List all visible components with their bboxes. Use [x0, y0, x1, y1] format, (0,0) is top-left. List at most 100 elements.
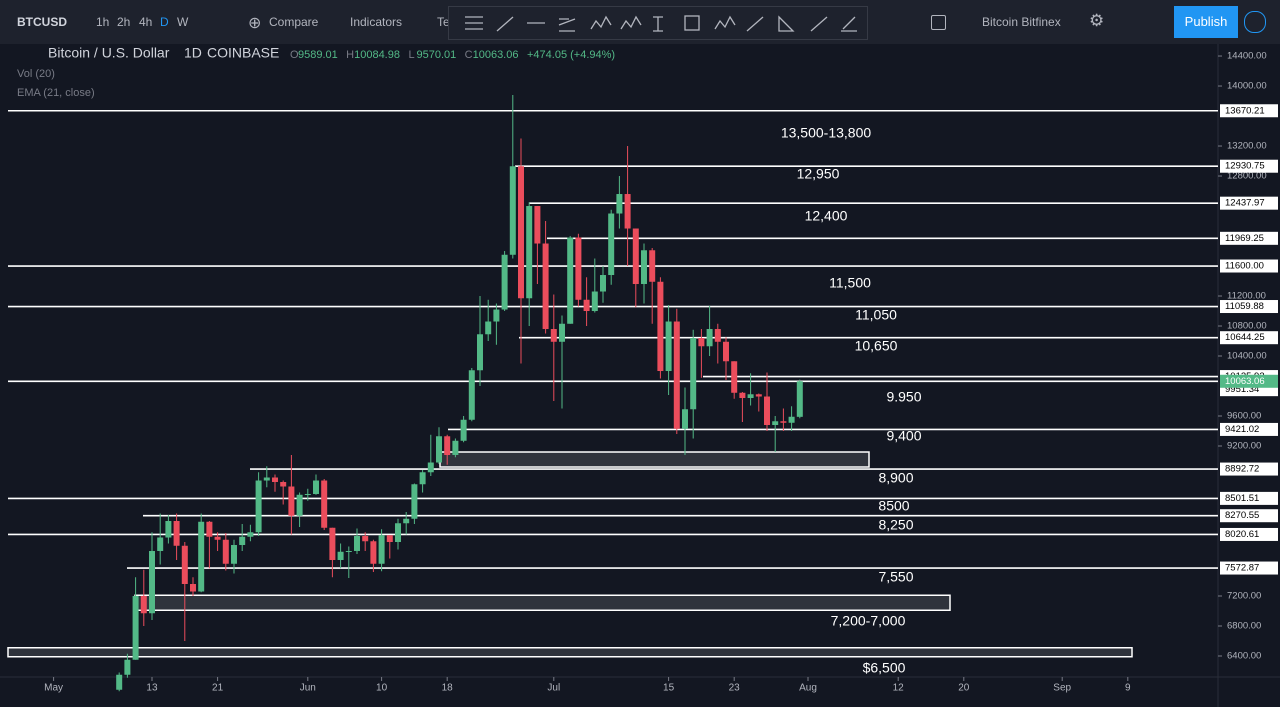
x-tick-label: 12 — [893, 683, 905, 694]
candle-body — [763, 396, 770, 426]
x-tick-label: Jun — [300, 683, 316, 694]
candle-body — [370, 541, 377, 564]
level-label-box — [1220, 509, 1278, 523]
icon[interactable] — [653, 16, 663, 32]
drawing-toolbar — [448, 6, 868, 40]
level-label: 8020.61 — [1225, 529, 1259, 540]
candle-body — [198, 521, 205, 592]
compare-icon: ⊕ — [248, 15, 262, 32]
last-price-label-box — [1220, 374, 1278, 388]
ohlc-value: 10084.98 — [354, 49, 400, 61]
y-tick-label: 6800.00 — [1227, 621, 1261, 632]
legend-title: Bitcoin / U.S. Dollar — [48, 45, 170, 61]
candle-body — [731, 361, 738, 393]
annotation: 8,250 — [878, 517, 913, 533]
candle-body — [722, 341, 729, 362]
checkbox[interactable] — [931, 15, 946, 30]
data-source[interactable]: Bitcoin Bitfinex — [982, 15, 1061, 29]
annotation: 7,200-7,000 — [831, 613, 906, 629]
candle-body — [575, 237, 582, 300]
interval[interactable]: 1h — [96, 15, 110, 29]
candle-body — [542, 243, 549, 330]
icon[interactable] — [714, 15, 736, 30]
icon[interactable] — [778, 15, 795, 32]
candle-body — [796, 381, 803, 417]
level-label: 8270.55 — [1225, 510, 1259, 521]
icon[interactable] — [746, 16, 764, 32]
icon[interactable] — [558, 18, 576, 32]
y-tick-label: 12800.00 — [1227, 171, 1267, 182]
x-tick-label: 21 — [212, 683, 224, 694]
legend-change: +474.05 (+4.94%) — [527, 49, 615, 61]
candle-body — [780, 421, 787, 423]
candle-body — [304, 494, 311, 496]
interval[interactable]: 2h — [117, 15, 131, 29]
icon[interactable] — [496, 16, 514, 32]
x-tick-label: Sep — [1053, 683, 1071, 694]
level-label-box — [1220, 231, 1278, 245]
templates[interactable]: Te — [437, 15, 450, 29]
x-tick-label: 13 — [146, 683, 158, 694]
y-tick-label: 14400.00 — [1227, 51, 1267, 62]
icon[interactable] — [810, 16, 828, 32]
candle-body — [403, 518, 410, 524]
x-tick-label: 10 — [376, 683, 388, 694]
interval[interactable]: 4h — [139, 15, 153, 29]
candle-body — [567, 237, 574, 324]
interval[interactable]: W — [177, 15, 189, 29]
indicator-label: Vol (20) — [17, 68, 55, 80]
candle-body — [460, 419, 467, 441]
candle-body — [419, 472, 426, 485]
legend: Bitcoin / U.S. Dollar 1D COINBASE Vol (2… — [17, 45, 615, 99]
y-tick-label: 11200.00 — [1227, 291, 1266, 302]
ohlc-key: L — [409, 49, 415, 61]
level-label: 13670.21 — [1225, 105, 1265, 116]
compare[interactable]: Compare — [269, 15, 319, 29]
ohlc-value: 10063.06 — [473, 49, 519, 61]
level-label: 12437.97 — [1225, 198, 1265, 209]
y-tick-label: 10800.00 — [1227, 321, 1267, 332]
candle-body — [640, 250, 647, 285]
icon[interactable] — [841, 16, 857, 32]
candle-body — [386, 535, 393, 543]
level-label: 11969.25 — [1225, 233, 1264, 244]
legend-interval: 1D — [184, 45, 202, 61]
candle-body — [189, 584, 196, 592]
level-label-box — [1220, 462, 1278, 476]
annotation: 9,400 — [886, 428, 921, 444]
level-label-box — [1220, 159, 1278, 173]
replay-button[interactable] — [1244, 11, 1266, 33]
candle-body — [181, 545, 188, 585]
x-tick-label: May — [44, 683, 63, 694]
price-label: 9951.34 — [1225, 384, 1259, 395]
settings-icon[interactable]: ⚙ — [1089, 11, 1105, 30]
y-tick-label: 7200.00 — [1227, 591, 1261, 602]
publish-button[interactable]: Publish — [1174, 6, 1238, 38]
indicators[interactable]: Indicators — [350, 15, 403, 29]
x-tick-label: 18 — [442, 683, 454, 694]
zone — [134, 594, 951, 612]
level-label: 11600.00 — [1225, 261, 1264, 272]
candle-body — [657, 281, 664, 372]
level-label: 12930.75 — [1225, 161, 1265, 172]
legend-exchange: COINBASE — [207, 45, 279, 61]
icon[interactable] — [620, 15, 642, 30]
candle-body — [214, 536, 221, 540]
candle-body — [772, 421, 779, 426]
candle-body — [312, 480, 319, 495]
icon[interactable] — [590, 15, 612, 30]
candle-body — [649, 250, 656, 282]
annotation: 12,400 — [805, 208, 848, 224]
annotation: 9.950 — [886, 389, 921, 405]
candle-body — [230, 545, 237, 564]
candle-body — [739, 392, 746, 399]
icon[interactable] — [684, 15, 700, 31]
icon[interactable] — [465, 16, 483, 30]
y-tick-label: 9600.00 — [1227, 411, 1261, 422]
symbol[interactable]: BTCUSD — [17, 15, 67, 29]
level-label-box — [1220, 196, 1278, 210]
interval[interactable]: D — [160, 15, 169, 29]
level-label-box — [1220, 527, 1278, 541]
candle-body — [247, 532, 254, 537]
